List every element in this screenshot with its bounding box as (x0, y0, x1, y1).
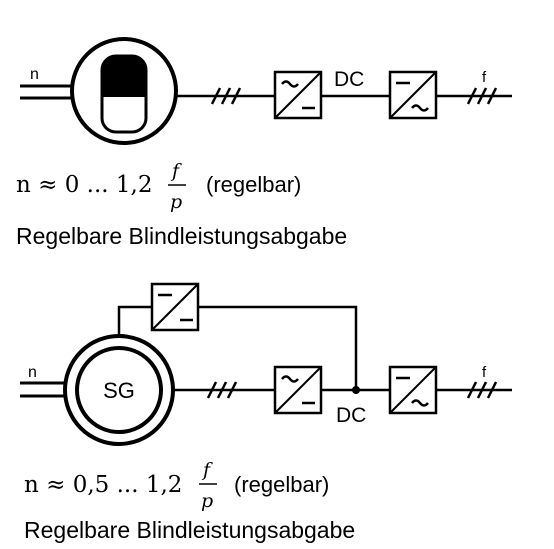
top-rotor-black (102, 56, 146, 97)
top-shaft-label: n (30, 66, 39, 83)
bottom-caption: Regelbare Blindleistungsabgabe (24, 517, 355, 543)
bottom-formula: n ≈ 0,5 ... 1,2 f p (regelbar) (24, 459, 329, 512)
bottom-machine-label: SG (103, 378, 135, 403)
bottom-triple-slash-out (466, 381, 498, 399)
top-formula-note: (regelbar) (206, 172, 301, 197)
bottom-formula-note: (regelbar) (234, 472, 329, 497)
top-inverter (388, 70, 438, 120)
bottom-formula-num: f (201, 459, 213, 481)
top-formula-den: p (170, 191, 182, 213)
top-circuit: n DC (16, 37, 512, 249)
bottom-triple-slash-in (206, 381, 238, 399)
top-formula-lhs: n ≈ 0 ... 1,2 (16, 172, 152, 198)
bottom-excitation-line (117, 305, 152, 336)
bottom-circuit: n SG DC (20, 282, 512, 543)
top-formula-num: f (170, 160, 182, 182)
top-rectifier (273, 70, 323, 120)
top-formula: n ≈ 0 ... 1,2 f p (regelbar) (16, 160, 301, 213)
bottom-formula-den: p (201, 490, 213, 512)
bottom-output-label: f (482, 364, 487, 381)
bottom-dc-node (352, 386, 360, 394)
bottom-excitation-converter (150, 282, 200, 332)
top-output-label: f (482, 69, 487, 86)
bottom-machine-inner (75, 346, 163, 434)
bottom-inverter (388, 365, 438, 415)
bottom-formula-lhs: n ≈ 0,5 ... 1,2 (24, 472, 182, 498)
top-triple-slash-out (466, 87, 498, 105)
bottom-excitation-return (198, 305, 358, 390)
bottom-rectifier (273, 365, 323, 415)
top-caption: Regelbare Blindleistungsabgabe (16, 223, 347, 249)
bottom-dc-label: DC (336, 404, 366, 427)
top-dc-label: DC (334, 68, 364, 91)
bottom-shaft-label: n (28, 364, 37, 381)
top-triple-slash-in (210, 87, 242, 105)
